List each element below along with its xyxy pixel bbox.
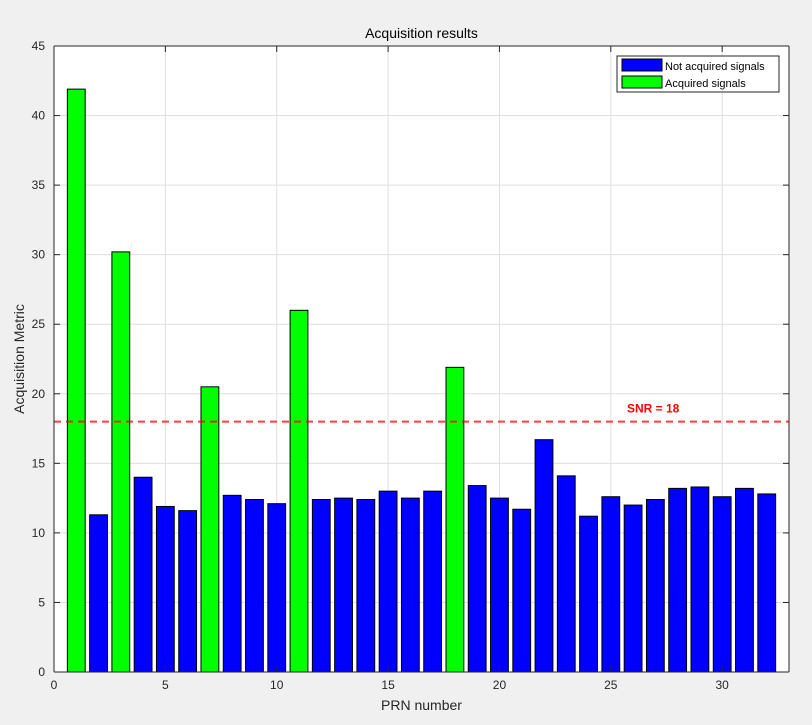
bar-prn-11 — [289, 309, 309, 673]
legend-label-not-acquired: Not acquired signals — [665, 61, 765, 73]
bar-prn-6 — [178, 510, 198, 673]
y-tick-label: 20 — [32, 387, 46, 401]
y-tick-label: 35 — [32, 178, 46, 192]
bar-prn-8 — [222, 494, 242, 673]
bar-prn-29 — [690, 486, 710, 673]
bar-prn-16 — [400, 497, 420, 673]
bar-prn-19 — [467, 485, 487, 673]
bar-prn-22 — [534, 439, 554, 673]
bar-prn-14 — [356, 499, 376, 673]
bar-prn-7 — [200, 386, 220, 673]
bar-prn-12 — [311, 499, 331, 673]
y-tick-label: 25 — [32, 317, 46, 331]
bar-prn-1 — [66, 88, 86, 673]
x-tick-label: 30 — [716, 678, 730, 692]
y-tick-label: 15 — [32, 456, 46, 470]
axes — [53, 45, 790, 673]
bar-prn-5 — [155, 505, 175, 673]
bar-prn-15 — [378, 490, 398, 673]
y-tick-label: 5 — [38, 595, 45, 609]
x-tick-label: 5 — [162, 678, 169, 692]
bar-prn-30 — [712, 496, 732, 673]
y-tick-label: 30 — [32, 248, 46, 262]
y-tick-label: 10 — [32, 526, 46, 540]
y-tick-label: 40 — [32, 109, 46, 123]
legend-swatch-not-acquired — [621, 58, 663, 72]
bar-prn-9 — [245, 499, 264, 673]
threshold: SNR = 18 — [54, 402, 789, 423]
x-tick-label: 10 — [270, 678, 284, 692]
bar-prn-25 — [601, 496, 621, 673]
threshold-label: SNR = 18 — [627, 402, 680, 416]
x-axis-label: PRN number — [381, 697, 462, 713]
bar-prn-27 — [645, 499, 665, 673]
y-tick-label: 45 — [32, 39, 46, 53]
grid — [54, 45, 789, 672]
bar-prn-21 — [512, 508, 532, 673]
bar-prn-4 — [133, 476, 153, 673]
bar-prn-28 — [668, 487, 688, 673]
bar-prn-26 — [623, 504, 643, 673]
chart-title: Acquisition results — [365, 25, 478, 41]
legend: Not acquired signals Acquired signals — [616, 55, 780, 93]
legend-swatch-acquired — [621, 75, 663, 89]
bar-prn-10 — [267, 503, 287, 673]
legend-label-acquired: Acquired signals — [665, 78, 746, 90]
tick-labels: 0 5 10 15 20 25 30 0 5 10 15 20 25 30 35 40 45 — [32, 39, 730, 692]
bar-prn-20 — [490, 497, 509, 673]
bar-prn-13 — [334, 497, 353, 673]
bar-prn-3 — [111, 251, 131, 673]
bar-prn-32 — [757, 493, 777, 673]
plot-area — [54, 46, 789, 672]
y-tick-label: 0 — [38, 665, 45, 679]
x-tick-label: 25 — [604, 678, 618, 692]
y-axis-label: Acquisition Metric — [11, 304, 27, 414]
bars — [66, 88, 777, 673]
x-tick-label: 20 — [493, 678, 507, 692]
x-tick-label: 0 — [51, 678, 58, 692]
bar-prn-31 — [735, 487, 754, 673]
x-tick-label: 15 — [381, 678, 395, 692]
bar-prn-17 — [423, 490, 443, 673]
bar-prn-2 — [89, 514, 108, 673]
bar-prn-18 — [445, 366, 465, 673]
bar-prn-24 — [579, 515, 598, 673]
bar-prn-23 — [556, 475, 576, 673]
